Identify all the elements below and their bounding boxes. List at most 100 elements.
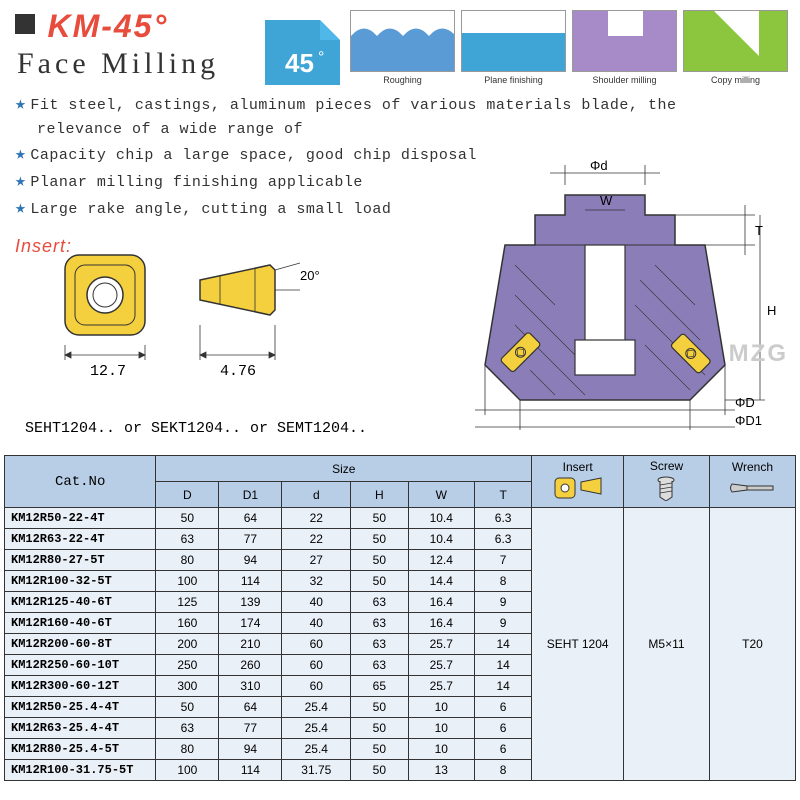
cell: 9 [474, 613, 531, 634]
cell: 100 [156, 571, 219, 592]
op-label: Copy milling [683, 75, 788, 85]
cell: 32 [282, 571, 351, 592]
cell: 63 [156, 529, 219, 550]
op-shoulder: Shoulder milling [572, 10, 677, 85]
operation-icons: Roughing Plane finishing Shoulder millin… [350, 10, 788, 85]
cell: 60 [282, 634, 351, 655]
cell: 260 [219, 655, 282, 676]
svg-text:°: ° [318, 49, 324, 66]
feature-text: Planar milling finishing applicable [30, 174, 363, 191]
cell-catno: KM12R160-40-6T [5, 613, 156, 634]
cell: 10.4 [408, 529, 474, 550]
th-col: T [474, 482, 531, 508]
cell-catno: KM12R63-22-4T [5, 529, 156, 550]
cell-catno: KM12R300-60-12T [5, 676, 156, 697]
cell: 80 [156, 739, 219, 760]
cell: 10.4 [408, 508, 474, 529]
title-square [15, 14, 35, 34]
cell: 50 [351, 718, 408, 739]
cell: 22 [282, 529, 351, 550]
star-icon: ★ [15, 172, 26, 192]
cell: 63 [351, 655, 408, 676]
cell: 300 [156, 676, 219, 697]
svg-text:W: W [600, 193, 613, 208]
product-subtitle: Face Milling [17, 47, 219, 81]
cell: 22 [282, 508, 351, 529]
cell: 200 [156, 634, 219, 655]
star-icon: ★ [15, 95, 26, 115]
cell: 64 [219, 697, 282, 718]
cell: 50 [351, 739, 408, 760]
cell: 60 [282, 655, 351, 676]
cell: 50 [351, 571, 408, 592]
cell-screw: M5×11 [624, 508, 710, 781]
cell: 40 [282, 592, 351, 613]
brand-watermark: MZG [729, 340, 788, 368]
cell: 16.4 [408, 592, 474, 613]
svg-text:ΦD: ΦD [735, 395, 755, 410]
cell: 114 [219, 760, 282, 781]
dim-t: 4.76 [220, 363, 256, 380]
cell: 50 [351, 697, 408, 718]
th-catno: Cat.No [5, 456, 156, 508]
svg-text:T: T [755, 223, 763, 238]
cell: 174 [219, 613, 282, 634]
cell: 13 [408, 760, 474, 781]
feature-text: Large rake angle, cutting a small load [30, 201, 391, 218]
cell-catno: KM12R250-60-10T [5, 655, 156, 676]
th-insert: Insert [532, 456, 624, 508]
cell-catno: KM12R50-22-4T [5, 508, 156, 529]
op-roughing: Roughing [350, 10, 455, 85]
feature-text: relevance of a wide range of [37, 121, 303, 138]
tool-diagram: Φd W T H ΦD ΦD1 [445, 155, 785, 435]
cell: 114 [219, 571, 282, 592]
cell-catno: KM12R50-25.4-4T [5, 697, 156, 718]
svg-text:H: H [767, 303, 776, 318]
cell: 6.3 [474, 529, 531, 550]
op-label: Roughing [350, 75, 455, 85]
star-icon: ★ [15, 145, 26, 165]
svg-text:ΦD1: ΦD1 [735, 413, 762, 428]
cell: 50 [351, 508, 408, 529]
cell: 210 [219, 634, 282, 655]
cell: 94 [219, 739, 282, 760]
spec-table: Cat.No Size Insert Screw Wrench D D1 d H… [4, 455, 796, 781]
cell: 16.4 [408, 613, 474, 634]
cell: 10 [408, 697, 474, 718]
th-col: D [156, 482, 219, 508]
th-col: D1 [219, 482, 282, 508]
cell: 25.7 [408, 655, 474, 676]
cell-catno: KM12R125-40-6T [5, 592, 156, 613]
cell: 9 [474, 592, 531, 613]
cell: 50 [351, 529, 408, 550]
op-plane: Plane finishing [461, 10, 566, 85]
angle-badge: 45 ° [265, 20, 340, 85]
cell: 10 [408, 739, 474, 760]
op-copy: Copy milling [683, 10, 788, 85]
cell: 6 [474, 739, 531, 760]
cell: 80 [156, 550, 219, 571]
cell: 14 [474, 634, 531, 655]
cell: 25.4 [282, 697, 351, 718]
cell: 27 [282, 550, 351, 571]
cell: 25.7 [408, 634, 474, 655]
cell: 6 [474, 697, 531, 718]
cell: 12.4 [408, 550, 474, 571]
cell: 8 [474, 760, 531, 781]
cell: 77 [219, 718, 282, 739]
op-label: Plane finishing [461, 75, 566, 85]
cell: 14 [474, 676, 531, 697]
star-icon: ★ [15, 199, 26, 219]
cell: 50 [156, 697, 219, 718]
insert-types: SEHT1204.. or SEKT1204.. or SEMT1204.. [25, 420, 367, 437]
cell: 310 [219, 676, 282, 697]
cell: 6.3 [474, 508, 531, 529]
cell: 50 [351, 550, 408, 571]
th-screw: Screw [624, 456, 710, 508]
cell: 10 [408, 718, 474, 739]
th-label: Wrench [714, 460, 791, 474]
cell: 65 [351, 676, 408, 697]
cell: 125 [156, 592, 219, 613]
cell: 14.4 [408, 571, 474, 592]
cell: 50 [156, 508, 219, 529]
